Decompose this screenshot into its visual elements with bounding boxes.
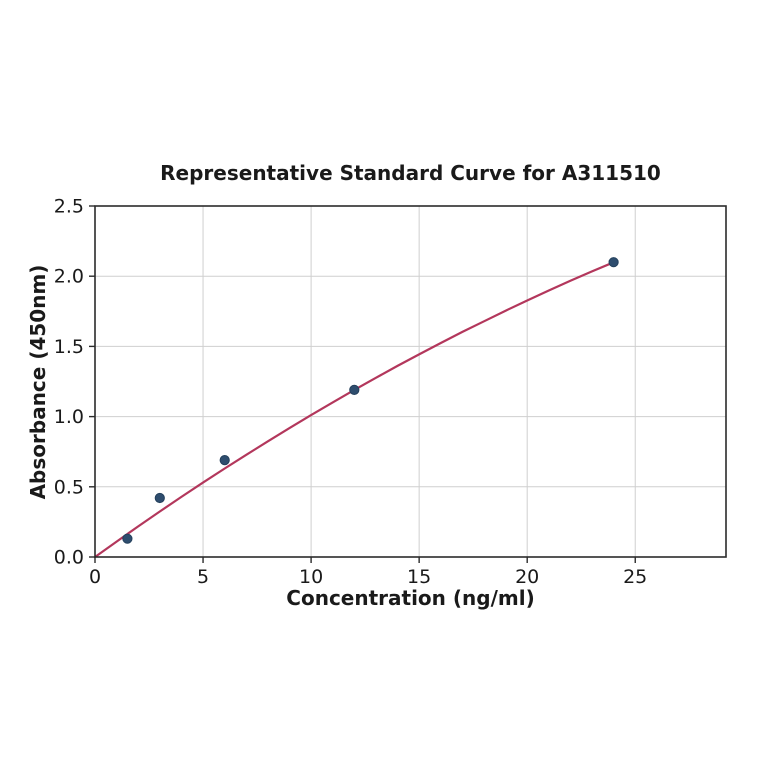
- y-tick-label: 1.0: [54, 406, 84, 428]
- data-point-marker: [219, 455, 230, 466]
- data-point-marker: [349, 384, 360, 395]
- data-point-marker: [122, 533, 133, 544]
- fit-curve-line: [93, 261, 615, 559]
- x-tick-label: 25: [623, 566, 647, 588]
- grid-lines: [95, 205, 726, 557]
- y-tick-label: 1.5: [54, 336, 84, 358]
- chart-title: Representative Standard Curve for A31151…: [160, 161, 661, 185]
- axis-ticks: [89, 205, 636, 563]
- x-tick-label: 0: [89, 566, 101, 588]
- tick-labels: 0 5 10 15 20 25 0.0 0.5 1.0 1.5 2.0 2.5: [54, 196, 648, 589]
- data-points: [122, 257, 619, 544]
- data-point-marker: [608, 257, 619, 268]
- data-point-marker: [154, 492, 165, 504]
- y-tick-label: 0.5: [54, 476, 84, 498]
- y-tick-label: 2.0: [54, 266, 84, 288]
- y-tick-label: 0.0: [54, 547, 84, 569]
- x-tick-label: 5: [197, 566, 209, 588]
- plot-border: [94, 205, 727, 558]
- y-tick-label: 2.5: [54, 196, 84, 218]
- x-tick-label: 15: [407, 566, 431, 588]
- x-tick-label: 20: [515, 566, 539, 588]
- x-axis-label: Concentration (ng/ml): [286, 586, 535, 610]
- x-tick-label: 10: [299, 566, 323, 588]
